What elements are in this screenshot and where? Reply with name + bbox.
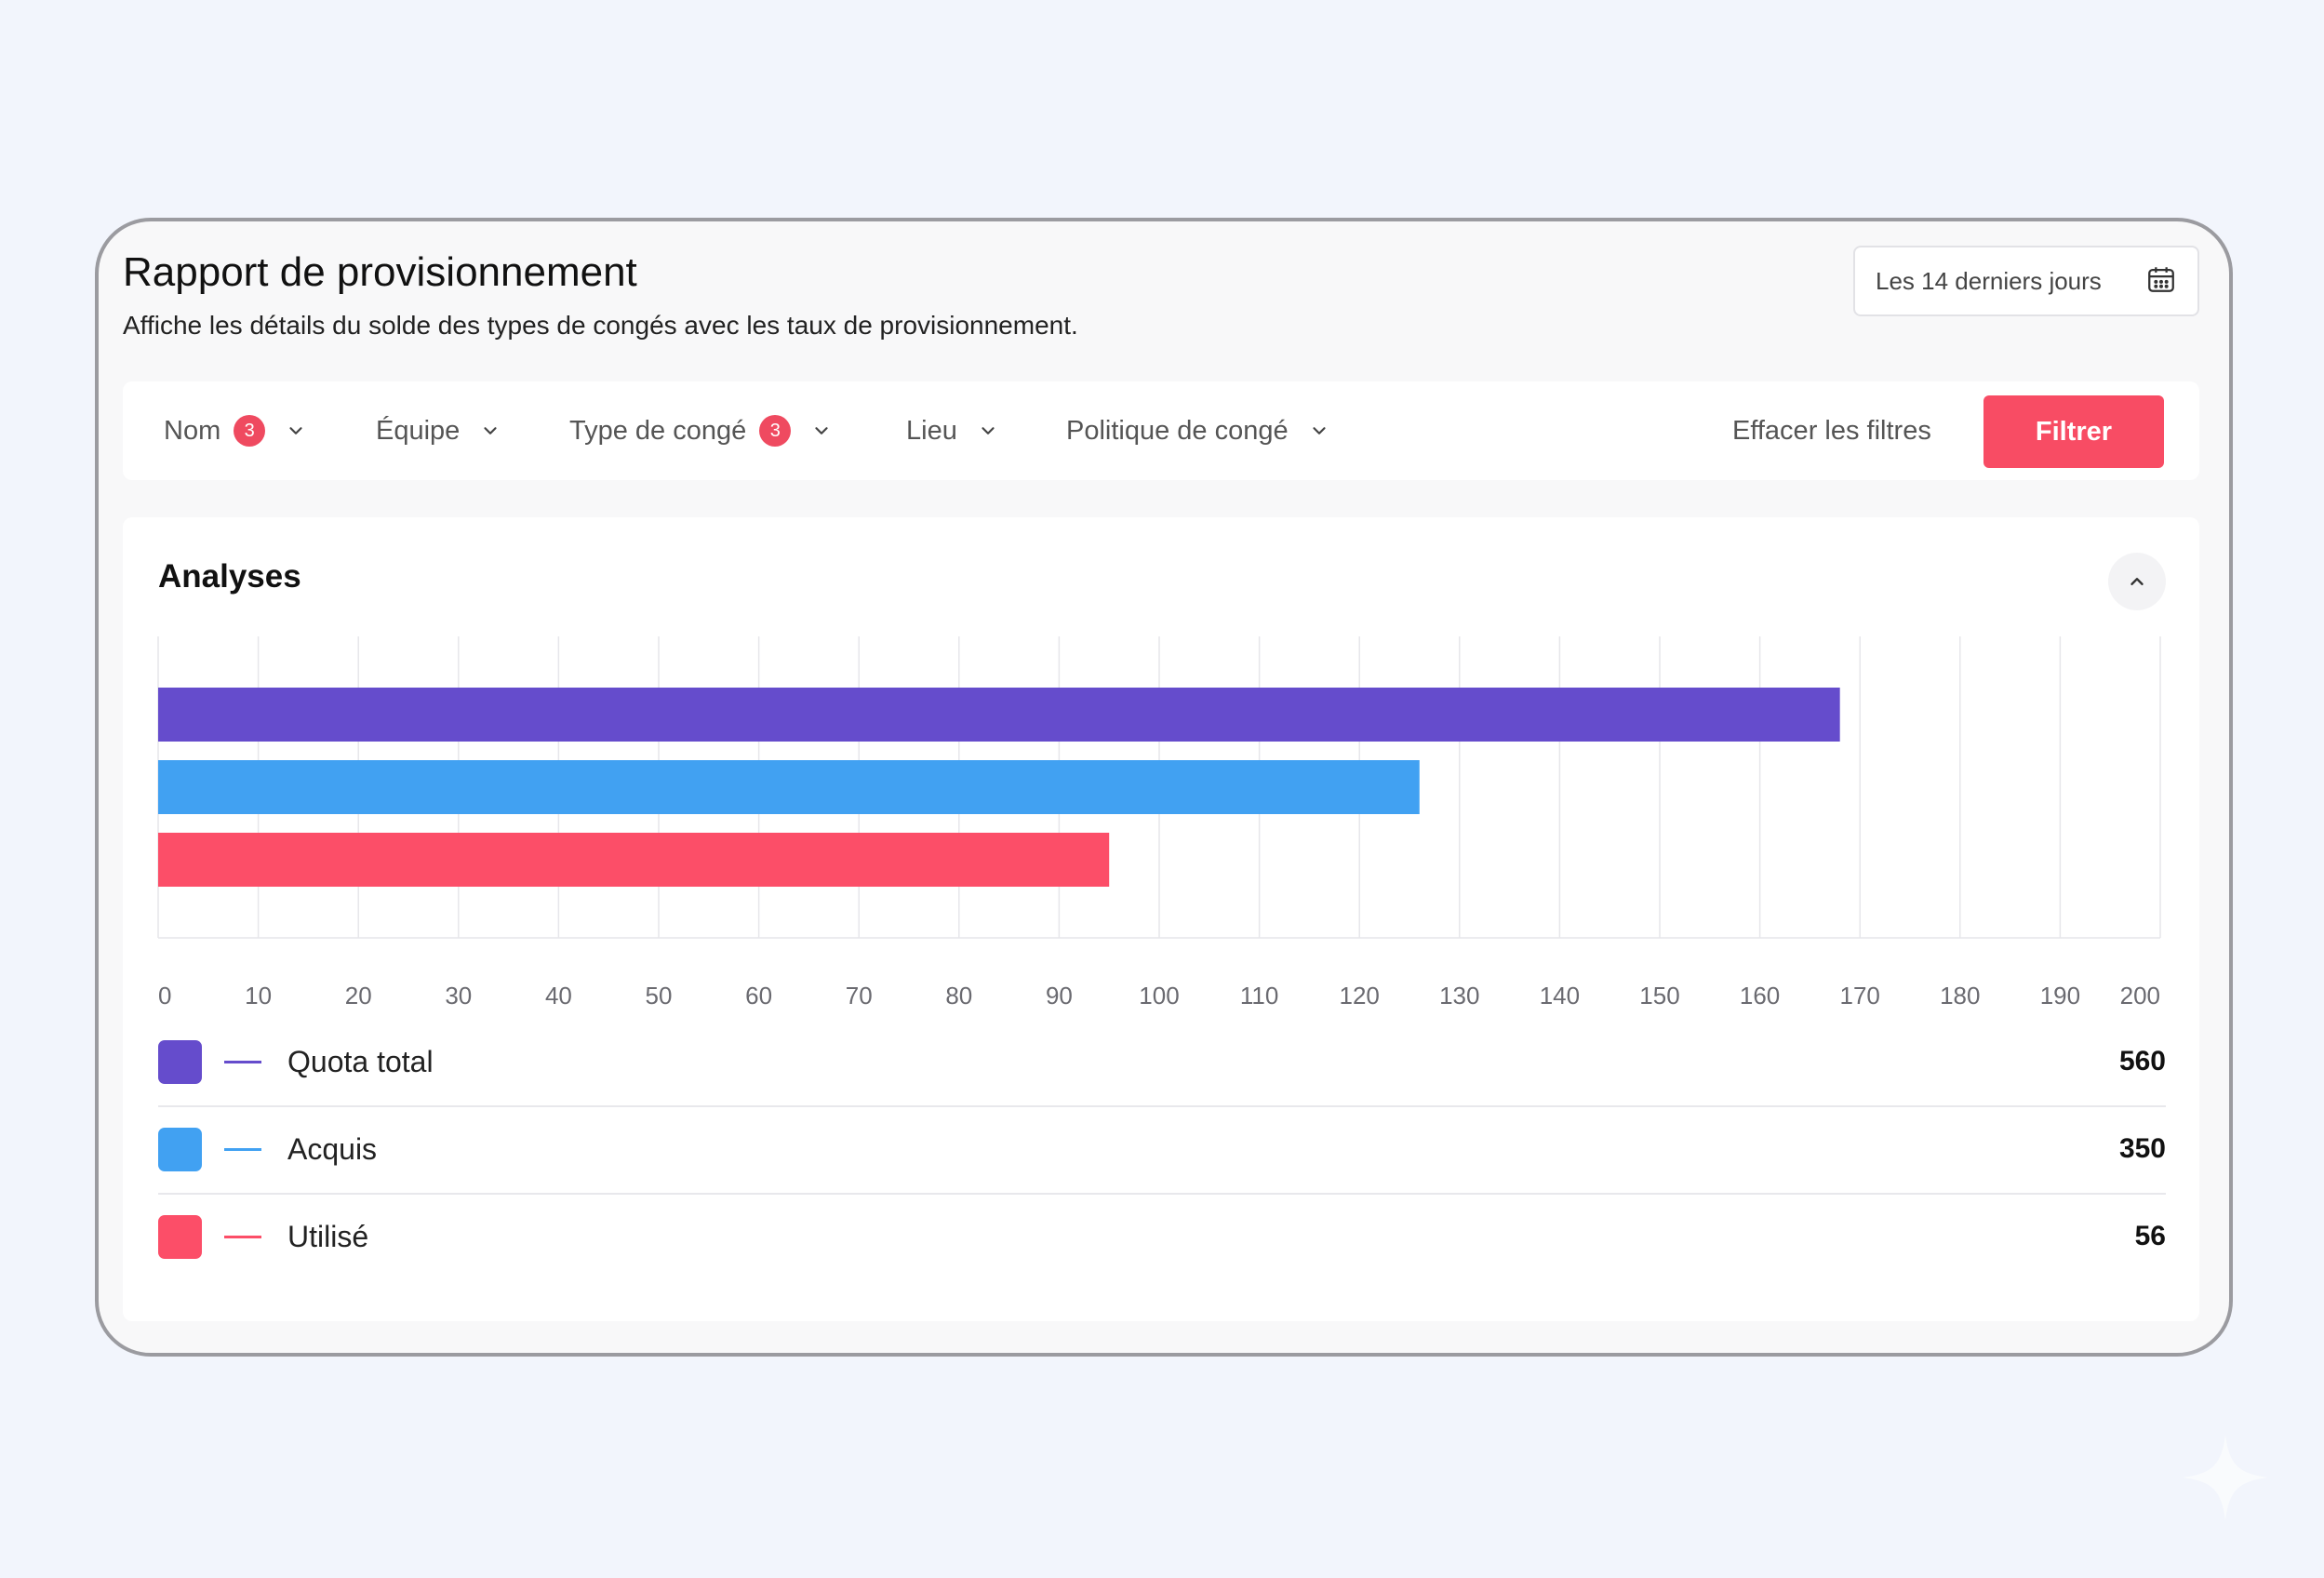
filter-label: Politique de congé [1066, 415, 1289, 446]
filter-label: Lieu [906, 415, 957, 446]
x-tick-label: 40 [545, 982, 572, 1010]
filter-nom[interactable]: Nom 3 [164, 381, 306, 480]
report-card: Rapport de provisionnement Affiche les d… [95, 218, 2233, 1357]
x-tick-label: 10 [245, 982, 272, 1010]
calendar-icon [2145, 263, 2177, 300]
clear-filters-button[interactable]: Effacer les filtres [1732, 415, 1931, 446]
bar-utilis- [158, 833, 1110, 887]
legend-line [224, 1060, 261, 1063]
date-range-label: Les 14 derniers jours [1876, 266, 2102, 295]
legend-label: Quota total [287, 1044, 434, 1078]
filter-equipe[interactable]: Équipe [376, 381, 501, 480]
x-tick-label: 90 [1046, 982, 1073, 1010]
legend-line [224, 1147, 261, 1151]
bar-chart: 0 10 20 30 40 50 60 70 80 90 100 110 120 130 140 150 160… [157, 636, 2161, 1010]
x-tick-label: 200 [2120, 982, 2160, 1010]
x-tick-label: 120 [1340, 982, 1380, 1010]
filter-label: Équipe [376, 415, 461, 446]
filter-lieu[interactable]: Lieu [906, 381, 998, 480]
legend-value: 350 [2118, 1133, 2166, 1164]
page-subtitle: Affiche les détails du solde des types d… [123, 311, 1078, 340]
x-tick-label: 70 [846, 982, 873, 1010]
x-tick-label: 180 [1940, 982, 1980, 1010]
x-tick-label: 50 [646, 982, 673, 1010]
filter-bar: Nom 3 Équipe Type de congé 3 Lieu Politi… [123, 381, 2199, 480]
legend-row-quota-total: Quota total 560 [158, 1018, 2166, 1107]
x-tick-label: 140 [1540, 982, 1580, 1010]
bar-acquis [158, 760, 1420, 814]
filter-count-badge: 3 [759, 415, 792, 447]
legend-line [224, 1235, 261, 1238]
page-title: Rapport de provisionnement [123, 249, 637, 295]
sparkle-icon [2183, 1435, 2268, 1520]
chevron-down-icon [982, 427, 995, 435]
x-tick-label: 160 [1740, 982, 1780, 1010]
chevron-down-icon [815, 427, 828, 435]
x-tick-label: 110 [1240, 982, 1278, 1010]
analytics-panel: 0 10 20 30 40 50 60 70 80 90 100 110 120 130 140 150 160… [123, 517, 2199, 1321]
filter-count-badge: 3 [234, 415, 266, 447]
filter-button[interactable]: Filtrer [1983, 395, 2164, 468]
x-tick-label: 80 [945, 982, 972, 1010]
legend-row-utilise: Utilisé 56 [158, 1193, 2166, 1280]
legend-swatch [158, 1214, 202, 1259]
analytics-title: Analyses [158, 558, 301, 595]
x-tick-label: 130 [1439, 982, 1479, 1010]
legend-swatch [158, 1039, 202, 1084]
legend-label: Acquis [287, 1131, 378, 1166]
chevron-down-icon [1313, 427, 1326, 435]
chevron-down-icon [484, 427, 497, 435]
x-tick-label: 100 [1139, 982, 1179, 1010]
legend-value: 560 [2118, 1046, 2166, 1077]
chevron-down-icon [289, 427, 302, 435]
filter-type-de-conge[interactable]: Type de congé 3 [569, 381, 832, 480]
legend-label: Utilisé [287, 1219, 369, 1253]
x-tick-label: 190 [2040, 982, 2080, 1010]
x-tick-label: 170 [1840, 982, 1880, 1010]
x-tick-label: 60 [745, 982, 772, 1010]
legend-swatch [158, 1127, 202, 1171]
chevron-up-icon [2130, 578, 2144, 585]
x-tick-label: 20 [345, 982, 372, 1010]
filter-label: Nom [164, 415, 221, 446]
filter-politique-de-conge[interactable]: Politique de congé [1066, 381, 1329, 480]
legend-row-acquis: Acquis 350 [158, 1105, 2166, 1195]
x-tick-label: 30 [445, 982, 472, 1010]
bar-quota-total [158, 688, 1840, 742]
filter-label: Type de congé [569, 415, 747, 446]
x-tick-label: 150 [1639, 982, 1679, 1010]
collapse-button[interactable] [2108, 553, 2166, 610]
x-tick-label: 0 [158, 982, 171, 1010]
legend-value: 56 [2134, 1221, 2166, 1251]
date-range-picker[interactable]: Les 14 derniers jours [1853, 246, 2199, 316]
